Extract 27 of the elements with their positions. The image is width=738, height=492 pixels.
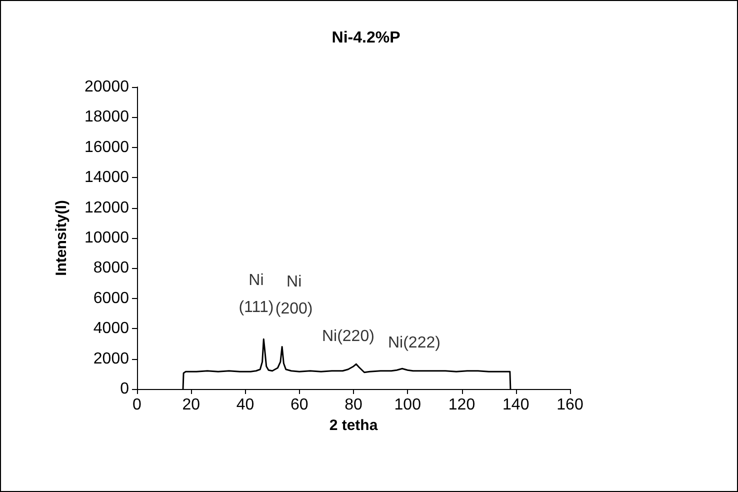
y-tick-label: 2000	[93, 350, 130, 368]
y-tick-label: 8000	[93, 260, 130, 277]
x-tick-label: 60	[290, 396, 308, 414]
y-tick-label: 14000	[84, 169, 130, 186]
x-tick-label: 0	[132, 396, 142, 414]
x-tick-label: 120	[448, 396, 476, 414]
annotation: Ni (200)	[275, 274, 313, 318]
y-tick-label: 10000	[84, 230, 130, 246]
y-tick-label: 16000	[84, 138, 130, 156]
x-tick-label: 140	[502, 396, 530, 414]
x-tick-label: 20	[182, 396, 200, 414]
x-tick-label: 40	[236, 396, 254, 414]
y-tick-label: 6000	[93, 290, 130, 307]
y-tick-label: 4000	[93, 320, 130, 338]
y-tick-label: 20000	[84, 78, 130, 96]
x-tick-label: 100	[394, 396, 422, 414]
x-tick-label: 160	[556, 396, 584, 414]
annotation: Ni (111)	[238, 272, 274, 316]
y-tick-label: 12000	[84, 199, 130, 216]
y-tick-label: 0	[120, 380, 130, 398]
x-axis-title: 2 tetha	[329, 416, 378, 434]
chart-title: Ni-4.2%P	[332, 30, 401, 46]
y-tick-label: 18000	[84, 108, 130, 126]
y-axis-title: Intensity(I)	[53, 200, 70, 276]
annotation: Ni(222)	[388, 334, 440, 352]
annotation: Ni(220)	[322, 328, 374, 346]
x-tick-label: 80	[344, 396, 362, 414]
